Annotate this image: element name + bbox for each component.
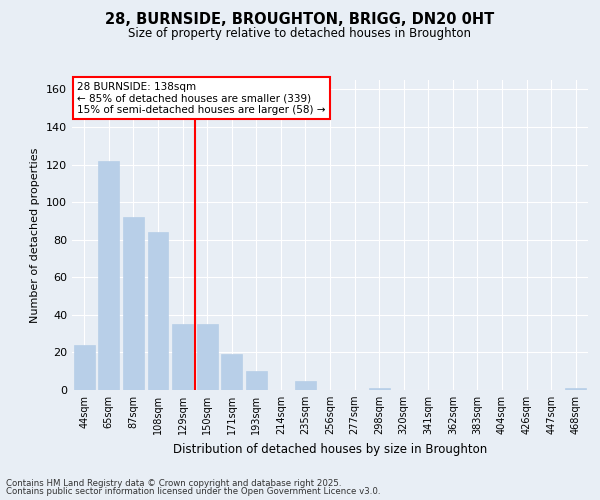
Bar	[123, 217, 144, 390]
Y-axis label: Number of detached properties: Number of detached properties	[31, 148, 40, 322]
Text: 28, BURNSIDE, BROUGHTON, BRIGG, DN20 0HT: 28, BURNSIDE, BROUGHTON, BRIGG, DN20 0HT	[106, 12, 494, 28]
Bar	[368, 388, 389, 390]
Text: 28 BURNSIDE: 138sqm
← 85% of detached houses are smaller (339)
15% of semi-detac: 28 BURNSIDE: 138sqm ← 85% of detached ho…	[77, 82, 326, 115]
Bar	[98, 161, 119, 390]
Text: Size of property relative to detached houses in Broughton: Size of property relative to detached ho…	[128, 28, 472, 40]
Bar	[565, 388, 586, 390]
Bar	[148, 232, 169, 390]
Bar	[246, 371, 267, 390]
Bar	[74, 345, 95, 390]
Bar	[221, 354, 242, 390]
X-axis label: Distribution of detached houses by size in Broughton: Distribution of detached houses by size …	[173, 442, 487, 456]
Text: Contains HM Land Registry data © Crown copyright and database right 2025.: Contains HM Land Registry data © Crown c…	[6, 478, 341, 488]
Bar	[172, 324, 193, 390]
Bar	[295, 380, 316, 390]
Bar	[197, 324, 218, 390]
Text: Contains public sector information licensed under the Open Government Licence v3: Contains public sector information licen…	[6, 487, 380, 496]
